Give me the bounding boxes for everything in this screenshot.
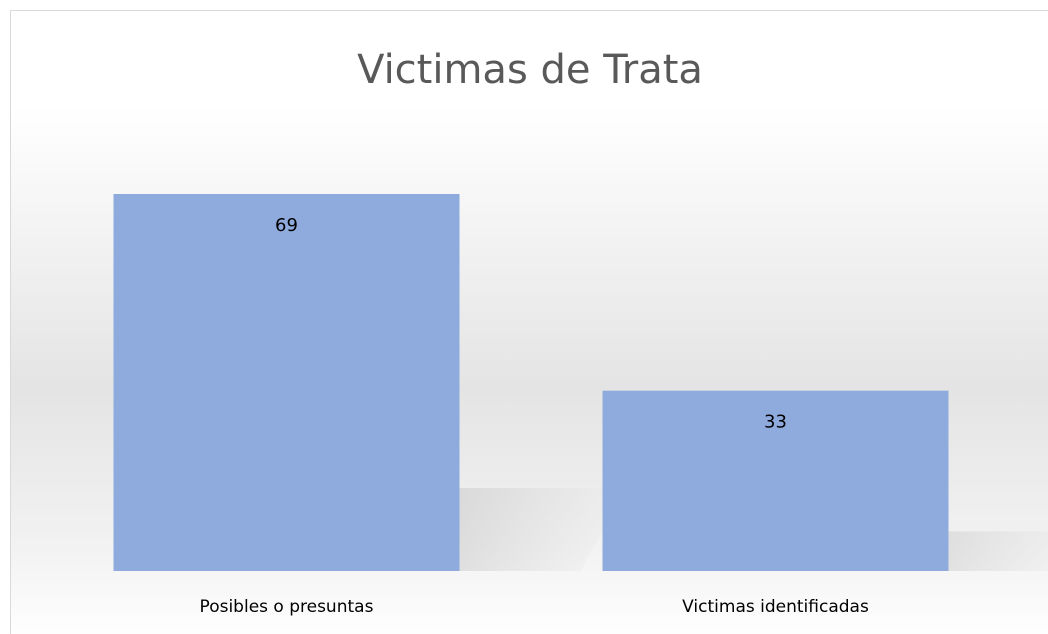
data-label: 69: [275, 215, 298, 236]
chart-title: Victimas de Trata: [357, 47, 703, 93]
data-label: 33: [764, 412, 787, 433]
x-tick-label: Victimas identificadas: [682, 597, 869, 617]
x-tick-label: Posibles o presuntas: [200, 597, 374, 617]
bar: [602, 390, 949, 571]
bar: [113, 194, 460, 571]
